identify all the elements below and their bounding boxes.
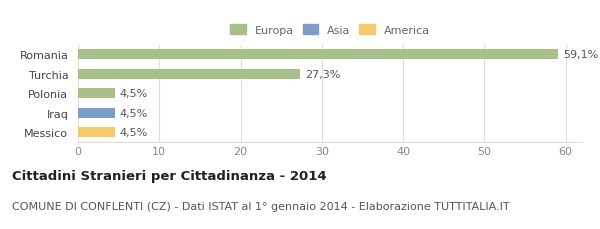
Bar: [78, 50, 559, 60]
Text: 27,3%: 27,3%: [305, 70, 340, 79]
Text: 4,5%: 4,5%: [119, 89, 148, 99]
Bar: [78, 89, 115, 99]
Text: COMUNE DI CONFLENTI (CZ) - Dati ISTAT al 1° gennaio 2014 - Elaborazione TUTTITAL: COMUNE DI CONFLENTI (CZ) - Dati ISTAT al…: [12, 202, 509, 211]
Text: 4,5%: 4,5%: [119, 128, 148, 138]
Bar: [78, 128, 115, 138]
Text: Cittadini Stranieri per Cittadinanza - 2014: Cittadini Stranieri per Cittadinanza - 2…: [12, 169, 326, 183]
Text: 59,1%: 59,1%: [563, 50, 599, 60]
Bar: [78, 108, 115, 118]
Bar: [78, 70, 300, 79]
Text: 4,5%: 4,5%: [119, 108, 148, 118]
Legend: Europa, Asia, America: Europa, Asia, America: [230, 25, 430, 35]
